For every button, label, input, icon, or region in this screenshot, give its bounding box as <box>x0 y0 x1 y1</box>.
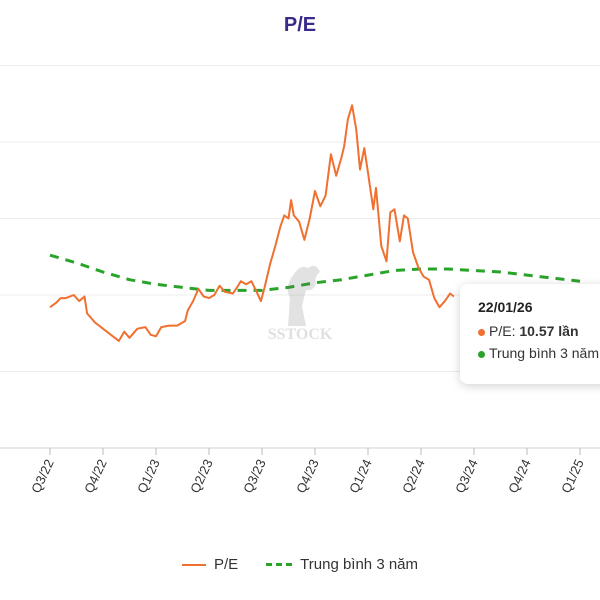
x-tick-label: Q4/24 <box>505 457 534 495</box>
sstock-watermark: SSTOCK <box>268 265 333 343</box>
x-tick-label: Q3/24 <box>452 457 481 495</box>
legend-label-avg: Trung bình 3 năm <box>300 556 419 573</box>
dashed-line-icon <box>266 563 293 566</box>
tooltip-pe-row: P/E: 10.57 lần <box>478 320 600 342</box>
x-axis-ticks: Q3/22 Q4/22 Q1/23 Q2/23 Q3/23 Q4/23 Q1/24 Q2/24… <box>28 448 587 495</box>
horse-logo-icon <box>287 265 320 326</box>
solid-line-icon <box>181 563 206 566</box>
watermark-text: SSTOCK <box>268 326 333 343</box>
x-tick-label: Q4/23 <box>293 457 322 495</box>
x-tick-label: Q1/25 <box>558 457 587 495</box>
hover-tooltip: 22/01/26 P/E: 10.57 lần Trung bình 3 năm <box>460 284 600 384</box>
x-tick-label: Q4/22 <box>81 457 110 495</box>
tooltip-pe-label: P/E: <box>489 323 520 339</box>
x-tick-label: Q1/23 <box>134 457 163 495</box>
x-tick-label: Q3/23 <box>240 457 269 495</box>
chart-legend: P/E Trung bình 3 năm <box>0 556 600 573</box>
tooltip-pe-value: 10.57 lần <box>519 323 579 339</box>
chart-title: P/E <box>283 14 317 36</box>
legend-label-pe: P/E <box>213 556 239 573</box>
legend-item-pe[interactable]: P/E <box>181 556 239 573</box>
legend-item-avg[interactable]: Trung bình 3 năm <box>266 556 418 573</box>
tooltip-avg-label: Trung bình 3 năm <box>489 345 599 361</box>
series-layer <box>49 104 581 342</box>
x-tick-label: Q1/24 <box>346 457 375 495</box>
avg-dot-icon <box>478 350 485 358</box>
pe-series-line <box>49 104 455 342</box>
pe-dot-icon <box>478 328 485 336</box>
tooltip-date: 22/01/26 <box>478 299 533 315</box>
tooltip-avg-row: Trung bình 3 năm <box>478 342 600 364</box>
x-tick-label: Q3/22 <box>28 457 57 495</box>
x-tick-label: Q2/24 <box>399 457 428 495</box>
x-tick-label: Q2/23 <box>187 457 216 495</box>
